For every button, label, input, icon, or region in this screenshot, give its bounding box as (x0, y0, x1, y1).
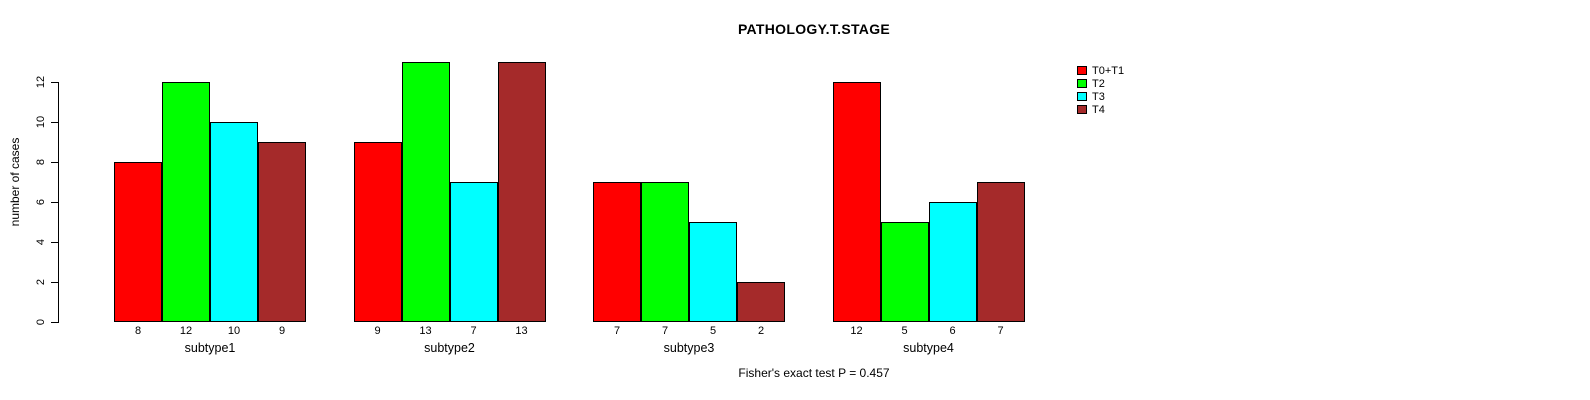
y-tick-label: 12 (35, 75, 47, 89)
bar-subtype3-T3 (689, 222, 737, 322)
bar-subtype1-T4 (258, 142, 306, 322)
y-tick-label: 4 (35, 238, 47, 246)
legend-item-T3: T3 (1077, 90, 1124, 103)
legend-label: T4 (1092, 103, 1105, 116)
bar-subtype2-T2 (401, 62, 450, 322)
y-tick-label: 2 (35, 278, 47, 286)
bar-value-label: 13 (515, 325, 528, 337)
bar-value-label: 12 (179, 325, 193, 337)
bar-value-label: 7 (470, 325, 477, 337)
bar-subtype1-T2 (162, 82, 210, 322)
legend-swatch (1077, 79, 1087, 88)
bar-subtype4-T0+T1 (832, 82, 881, 322)
legend-item-T0+T1: T0+T1 (1077, 64, 1124, 77)
x-category-label-subtype4: subtype4 (903, 341, 954, 355)
bar-subtype1-T3 (210, 122, 258, 322)
legend-item-T2: T2 (1077, 77, 1124, 90)
bar-subtype4-T2 (880, 222, 929, 322)
bar-value-label: 8 (134, 325, 142, 337)
bar-subtype2-T3 (449, 182, 498, 322)
bar-value-label: 13 (419, 325, 432, 337)
bar-value-label: 7 (613, 325, 621, 337)
y-axis-tick (51, 282, 58, 283)
bar-value-label: 5 (901, 325, 908, 337)
legend-swatch (1077, 92, 1087, 101)
y-axis-tick (51, 322, 58, 323)
x-category-label-subtype3: subtype3 (663, 341, 715, 355)
y-axis-tick (51, 242, 58, 243)
y-tick-label: 8 (35, 158, 47, 166)
bar-subtype3-T2 (641, 182, 689, 322)
y-tick-label: 6 (35, 198, 47, 206)
y-axis-tick (51, 202, 58, 203)
y-tick-label: 0 (35, 318, 47, 326)
bar-value-label: 7 (997, 325, 1004, 337)
x-category-label-subtype1: subtype1 (184, 341, 236, 355)
bar-subtype3-T4 (737, 282, 785, 322)
bar-value-label: 7 (661, 325, 669, 337)
legend-label: T2 (1092, 77, 1105, 90)
bar-subtype4-T4 (976, 182, 1025, 322)
legend: T0+T1 T2 T3 T4 (1077, 64, 1124, 116)
legend-label: T3 (1092, 90, 1105, 103)
bar-subtype2-T4 (497, 62, 546, 322)
bar-subtype1-T0+T1 (114, 162, 162, 322)
bar-value-label: 10 (227, 325, 241, 337)
bar-value-label: 5 (709, 325, 717, 337)
y-axis-line (58, 82, 59, 323)
bar-value-label: 9 (278, 325, 286, 337)
legend-swatch (1077, 105, 1087, 114)
bar-value-label: 9 (374, 325, 381, 337)
bar-subtype2-T0+T1 (353, 142, 402, 322)
legend-swatch (1077, 66, 1087, 75)
y-tick-label: 10 (35, 115, 47, 129)
footer-stat-label: Fisher's exact test P = 0.457 (738, 366, 890, 380)
legend-label: T0+T1 (1092, 64, 1125, 77)
y-axis-tick (51, 82, 58, 83)
bar-value-label: 12 (850, 325, 863, 337)
x-category-label-subtype2: subtype2 (424, 341, 475, 355)
y-axis-tick (51, 162, 58, 163)
bar-subtype4-T3 (928, 202, 977, 322)
bar-subtype3-T0+T1 (593, 182, 641, 322)
bar-value-label: 2 (757, 325, 765, 337)
chart-title: PATHOLOGY.T.STAGE (737, 21, 891, 37)
bar-value-label: 6 (949, 325, 956, 337)
y-axis-tick (51, 122, 58, 123)
legend-item-T4: T4 (1077, 103, 1124, 116)
